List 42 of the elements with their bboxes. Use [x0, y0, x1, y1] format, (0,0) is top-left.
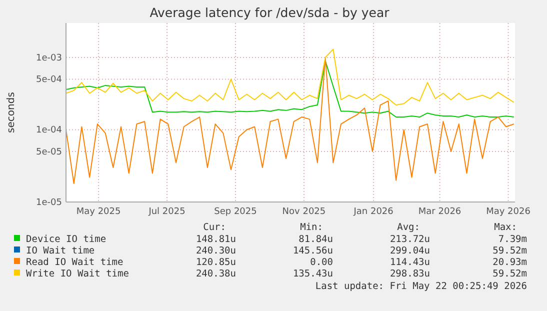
x-tick-label: Jan 2026 — [352, 207, 394, 217]
y-tick-label: 1e-03 — [36, 53, 62, 64]
chart-title: Average latency for /dev/sda - by year — [150, 5, 390, 20]
text: 240.38u — [196, 268, 236, 280]
legend-label: Write IO Wait time — [26, 268, 130, 280]
y-tick-label: 1e-04 — [36, 126, 62, 136]
text: 114.43u — [390, 257, 430, 268]
text: 145.56u — [292, 246, 333, 256]
legend-label: Read IO Wait time — [26, 257, 124, 268]
text: 81.84u — [298, 234, 333, 245]
text: 7.39m — [498, 234, 528, 245]
text: 59.52m — [492, 268, 528, 280]
x-tick-label: Sep 2025 — [214, 207, 257, 217]
legend-label: Device IO time — [26, 234, 106, 245]
y-tick-label: 5e-05 — [36, 147, 62, 158]
y-tick-label: 1e-05 — [36, 198, 62, 208]
text: 135.43u — [292, 268, 333, 280]
x-tick-label: Mar 2026 — [418, 207, 462, 217]
text: Max: — [494, 222, 517, 233]
text: Min: — [300, 222, 323, 233]
text: 240.30u — [196, 246, 236, 256]
x-tick-label: Nov 2025 — [282, 207, 326, 217]
y-axis-title: seconds — [6, 92, 17, 133]
x-tick-label: May 2026 — [486, 207, 531, 217]
text: 59.52m — [492, 246, 528, 256]
text: 148.81u — [196, 234, 236, 245]
text: Avg: — [397, 222, 420, 233]
text: 0.00 — [310, 257, 334, 268]
x-tick-label: May 2025 — [76, 207, 121, 217]
text: 299.04u — [390, 246, 430, 256]
line-series — [66, 60, 514, 118]
text: Last update: Fri May 22 00:25:49 2026 — [315, 281, 528, 292]
x-tick-label: Jul 2025 — [148, 207, 186, 217]
text: 120.85u — [196, 257, 236, 268]
text: 213.72u — [390, 234, 430, 245]
text: Cur: — [203, 222, 226, 233]
y-tick-label: 5e-04 — [36, 75, 62, 86]
text: 20.93m — [492, 257, 528, 268]
legend-label: IO Wait time — [26, 246, 95, 256]
line-series — [66, 48, 514, 106]
line-series — [66, 56, 514, 184]
text: 298.83u — [390, 268, 430, 280]
